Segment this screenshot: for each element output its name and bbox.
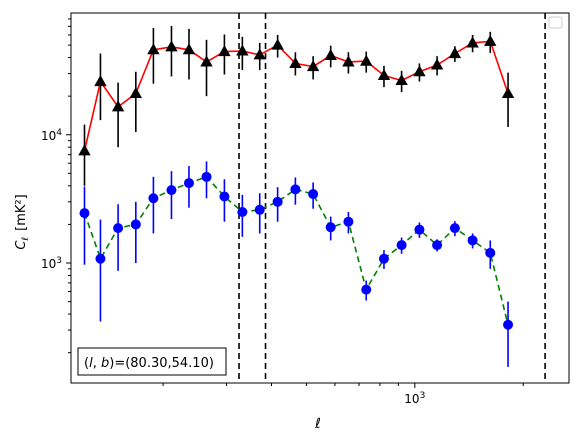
blue-circle-point bbox=[183, 178, 194, 189]
blue-circle-point bbox=[95, 253, 106, 264]
blue-circle-point bbox=[432, 240, 443, 251]
y-axis-ticks: 103 104 bbox=[41, 18, 71, 354]
blue-circle-point bbox=[79, 208, 90, 219]
black-triangle-point bbox=[413, 65, 426, 77]
black-triangle-point bbox=[395, 73, 408, 86]
blue-circle-point bbox=[467, 235, 478, 246]
blue-circle-point bbox=[361, 284, 372, 295]
blue-circle-point bbox=[130, 219, 141, 230]
black-triangle-point bbox=[377, 68, 391, 81]
blue-circle-point bbox=[343, 216, 354, 227]
x-axis-ticks: 103 bbox=[162, 383, 524, 406]
blue-circle-point bbox=[219, 191, 230, 202]
blue-circle-point bbox=[396, 240, 407, 251]
x-axis-label: ℓ bbox=[314, 416, 321, 432]
blue-circle-point bbox=[325, 222, 336, 233]
blue-circle-point bbox=[254, 204, 265, 215]
black-triangle-point bbox=[271, 38, 284, 50]
black-triangle-point bbox=[253, 48, 266, 60]
x-tick-label: 103 bbox=[404, 391, 425, 406]
series-blue-circles bbox=[79, 161, 514, 367]
black-triangle-point bbox=[501, 86, 515, 98]
black-triangle-point bbox=[129, 86, 142, 98]
black-triangle-point bbox=[94, 75, 107, 87]
blue-circle-point bbox=[308, 189, 319, 200]
blue-circle-point bbox=[485, 247, 496, 258]
annotation: (l, b)=(80.30,54.10) bbox=[77, 347, 227, 376]
black-triangle-point bbox=[200, 55, 213, 67]
blue-circle-point bbox=[201, 171, 212, 182]
blue-circle-point bbox=[237, 206, 248, 217]
black-triangle-point bbox=[484, 34, 497, 46]
blue-circle-point bbox=[449, 223, 460, 234]
y-tick-label: 104 bbox=[41, 128, 62, 143]
blue-circle-point bbox=[113, 223, 124, 234]
black-triangle-point bbox=[466, 36, 479, 48]
black-triangle-point bbox=[342, 55, 355, 67]
series-black-triangles bbox=[78, 25, 515, 186]
blue-circle-point bbox=[272, 196, 283, 207]
black-triangle-point bbox=[324, 48, 337, 61]
blue-circle-point bbox=[166, 185, 177, 196]
black-triangle-point bbox=[182, 43, 196, 55]
annotation-box bbox=[77, 347, 227, 376]
black-triangle-point bbox=[147, 43, 160, 55]
black-triangle-point bbox=[306, 60, 320, 72]
black-triangle-point bbox=[78, 144, 91, 156]
blue-circle-point bbox=[503, 319, 514, 330]
black-triangle-point bbox=[236, 44, 249, 56]
black-triangle-point bbox=[111, 100, 125, 112]
svg-text:Cℓ[mK²]: Cℓ[mK²] bbox=[14, 194, 31, 249]
black-triangle-point bbox=[430, 58, 444, 70]
black-triangle-point bbox=[218, 45, 231, 57]
black-triangle-point bbox=[289, 56, 302, 68]
plot-frame bbox=[70, 12, 570, 384]
black-triangle-point bbox=[165, 40, 178, 52]
y-tick-label: 103 bbox=[41, 256, 62, 271]
blue-circle-point bbox=[414, 224, 425, 235]
legend-box bbox=[548, 16, 563, 29]
y-axis-label: Cℓ[mK²] bbox=[14, 194, 31, 249]
annotation-text: (l, b)=(80.30,54.10) bbox=[84, 356, 214, 371]
black-triangle-point bbox=[360, 54, 373, 66]
vertical-marker-lines bbox=[238, 13, 546, 383]
blue-circle-point bbox=[148, 193, 159, 204]
blue-circle-point bbox=[378, 253, 389, 264]
blue-circle-point bbox=[290, 184, 301, 195]
black-triangle-point bbox=[448, 47, 462, 59]
